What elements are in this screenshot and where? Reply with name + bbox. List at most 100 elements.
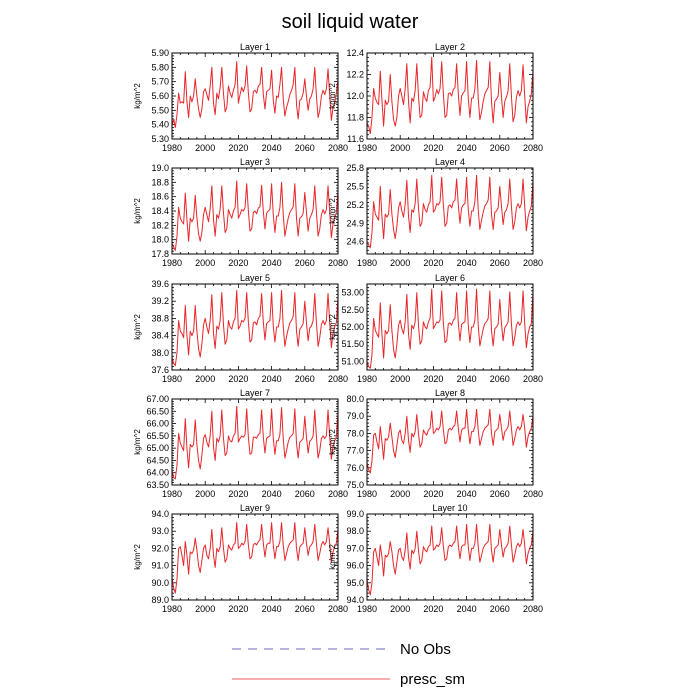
layer-2-title: Layer 2 [435,42,465,52]
layer-2-xtick-label: 2040 [457,143,477,153]
layer-3-xtick-label: 2060 [295,258,315,268]
layer-9-xtick-label: 2060 [295,604,315,614]
layer-10-ytick-label: 95.0 [346,578,364,588]
layer-8-xtick-label: 2040 [457,489,477,499]
layer-10-xtick-label: 2080 [523,604,543,614]
layer-3-ytick-label: 18.4 [151,206,169,216]
layer-1-plot-frame [171,52,339,140]
layer-3-ytick-label: 18.0 [151,235,169,245]
layer-4-xtick-label: 1980 [357,258,377,268]
panels-grid: Layer 1 1980 2000 2020 2040 2060 2080 5.30 5.40 5… [133,42,543,614]
layer-2-ytick-label: 12.2 [346,70,364,80]
layer-9-ytick-label: 91.0 [151,561,169,571]
layer-2-plot-frame [366,52,534,140]
layer-9-xtick-label: 2000 [195,604,215,614]
layer-10-ytick-label: 96.0 [346,561,364,571]
layer-2-series-line [366,56,534,135]
layer-5-ytick-label: 39.6 [151,279,169,289]
layer-1-ytick-label: 5.30 [151,134,169,144]
layer-3-ytick-label: 18.6 [151,192,169,202]
layer-7-title: Layer 7 [240,388,270,398]
layer-6-xtick-label: 2020 [423,374,443,384]
layer-8-ytick-label: 80.0 [346,394,364,404]
layer-1-ytick-label: 5.50 [151,105,169,115]
layer-5-panel: Layer 5 1980 2000 2020 2040 2060 2080 37.6 38.0 3… [133,273,348,384]
layer-10-xtick-label: 2040 [457,604,477,614]
layer-5-series-line [171,289,339,367]
layer-7-xtick-label: 2080 [328,489,348,499]
layer-3-ytick-label: 19.0 [151,163,169,173]
layer-6-series-line [366,288,534,369]
layer-7-xtick-label: 2000 [195,489,215,499]
layer-5-title: Layer 5 [240,273,270,283]
layer-10-ylabel: kg/m^2 [328,544,337,570]
layer-3-xtick-label: 1980 [162,258,182,268]
layer-6-title: Layer 6 [435,273,465,283]
layer-8-ytick-label: 75.0 [346,480,364,490]
layer-10-ytick-label: 94.0 [346,595,364,605]
layer-10-xtick-label: 2060 [490,604,510,614]
layer-9-xtick-label: 2020 [228,604,248,614]
layer-6-xtick-label: 2000 [390,374,410,384]
layer-5-xtick-label: 1980 [162,374,182,384]
layer-5-xtick-label: 2000 [195,374,215,384]
layer-4-plot-frame [366,167,534,255]
layer-1-xtick-label: 2080 [328,143,348,153]
layer-5-ytick-label: 37.6 [151,365,169,375]
layer-8-ytick-label: 79.0 [346,411,364,421]
layer-9-ytick-label: 92.0 [151,543,169,553]
layer-6-xtick-label: 2060 [490,374,510,384]
layer-6-plot-frame [366,283,534,371]
layer-8-ytick-label: 76.0 [346,463,364,473]
layer-10-title: Layer 10 [432,503,467,513]
layer-4-ytick-label: 25.8 [346,163,364,173]
layer-6-ylabel: kg/m^2 [328,314,337,340]
layer-6-xtick-label: 1980 [357,374,377,384]
layer-7-xtick-label: 1980 [162,489,182,499]
legend: No Obs presc_sm [232,641,465,688]
layer-3-xtick-label: 2080 [328,258,348,268]
layer-9-plot-frame [171,513,339,601]
layer-2-ytick-label: 11.6 [347,134,364,144]
layer-3-xtick-label: 2020 [228,258,248,268]
layer-2-ytick-label: 12.0 [346,91,364,101]
layer-5-xtick-label: 2040 [262,374,282,384]
layer-4-ytick-label: 24.9 [346,218,364,228]
layer-10-xtick-label: 2020 [423,604,443,614]
layer-6-ytick-label: 53.00 [341,288,364,298]
layer-8-ytick-label: 77.0 [346,446,364,456]
layer-2-ytick-label: 11.8 [347,113,364,123]
figure-title: soil liquid water [282,11,419,33]
layer-1-xtick-label: 2000 [195,143,215,153]
layer-7-ytick-label: 65.00 [146,443,169,453]
layer-7-ytick-label: 66.00 [146,419,169,429]
layer-1-xtick-label: 1980 [162,143,182,153]
layer-9-ylabel: kg/m^2 [133,544,142,570]
layer-9-ytick-label: 90.0 [151,578,169,588]
layer-3-ytick-label: 17.8 [151,249,169,259]
layer-7-ytick-label: 64.50 [146,455,169,465]
layer-10-xtick-label: 1980 [357,604,377,614]
layer-8-xtick-label: 2000 [390,489,410,499]
layer-6-ytick-label: 51.00 [341,356,364,366]
layer-7-series-line [171,405,339,480]
layer-8-xtick-label: 2080 [523,489,543,499]
layer-4-xtick-label: 2040 [457,258,477,268]
layer-2-xtick-label: 2020 [423,143,443,153]
layer-6-panel: Layer 6 1980 2000 2020 2040 2060 2080 51.00 51.5… [328,273,543,384]
layer-4-title: Layer 4 [435,157,465,167]
layer-4-panel: Layer 4 1980 2000 2020 2040 2060 2080 24.6 24.9 2… [328,157,543,268]
layer-1-xtick-label: 2020 [228,143,248,153]
layer-5-xtick-label: 2020 [228,374,248,384]
layer-2-ytick-label: 12.4 [346,48,364,58]
layer-2-xtick-label: 2000 [390,143,410,153]
layer-3-xtick-label: 2000 [195,258,215,268]
layer-9-xtick-label: 2080 [328,604,348,614]
layer-3-xtick-label: 2040 [262,258,282,268]
layer-5-plot-frame [171,283,339,371]
layer-4-ylabel: kg/m^2 [328,198,337,224]
layer-6-xtick-label: 2080 [523,374,543,384]
